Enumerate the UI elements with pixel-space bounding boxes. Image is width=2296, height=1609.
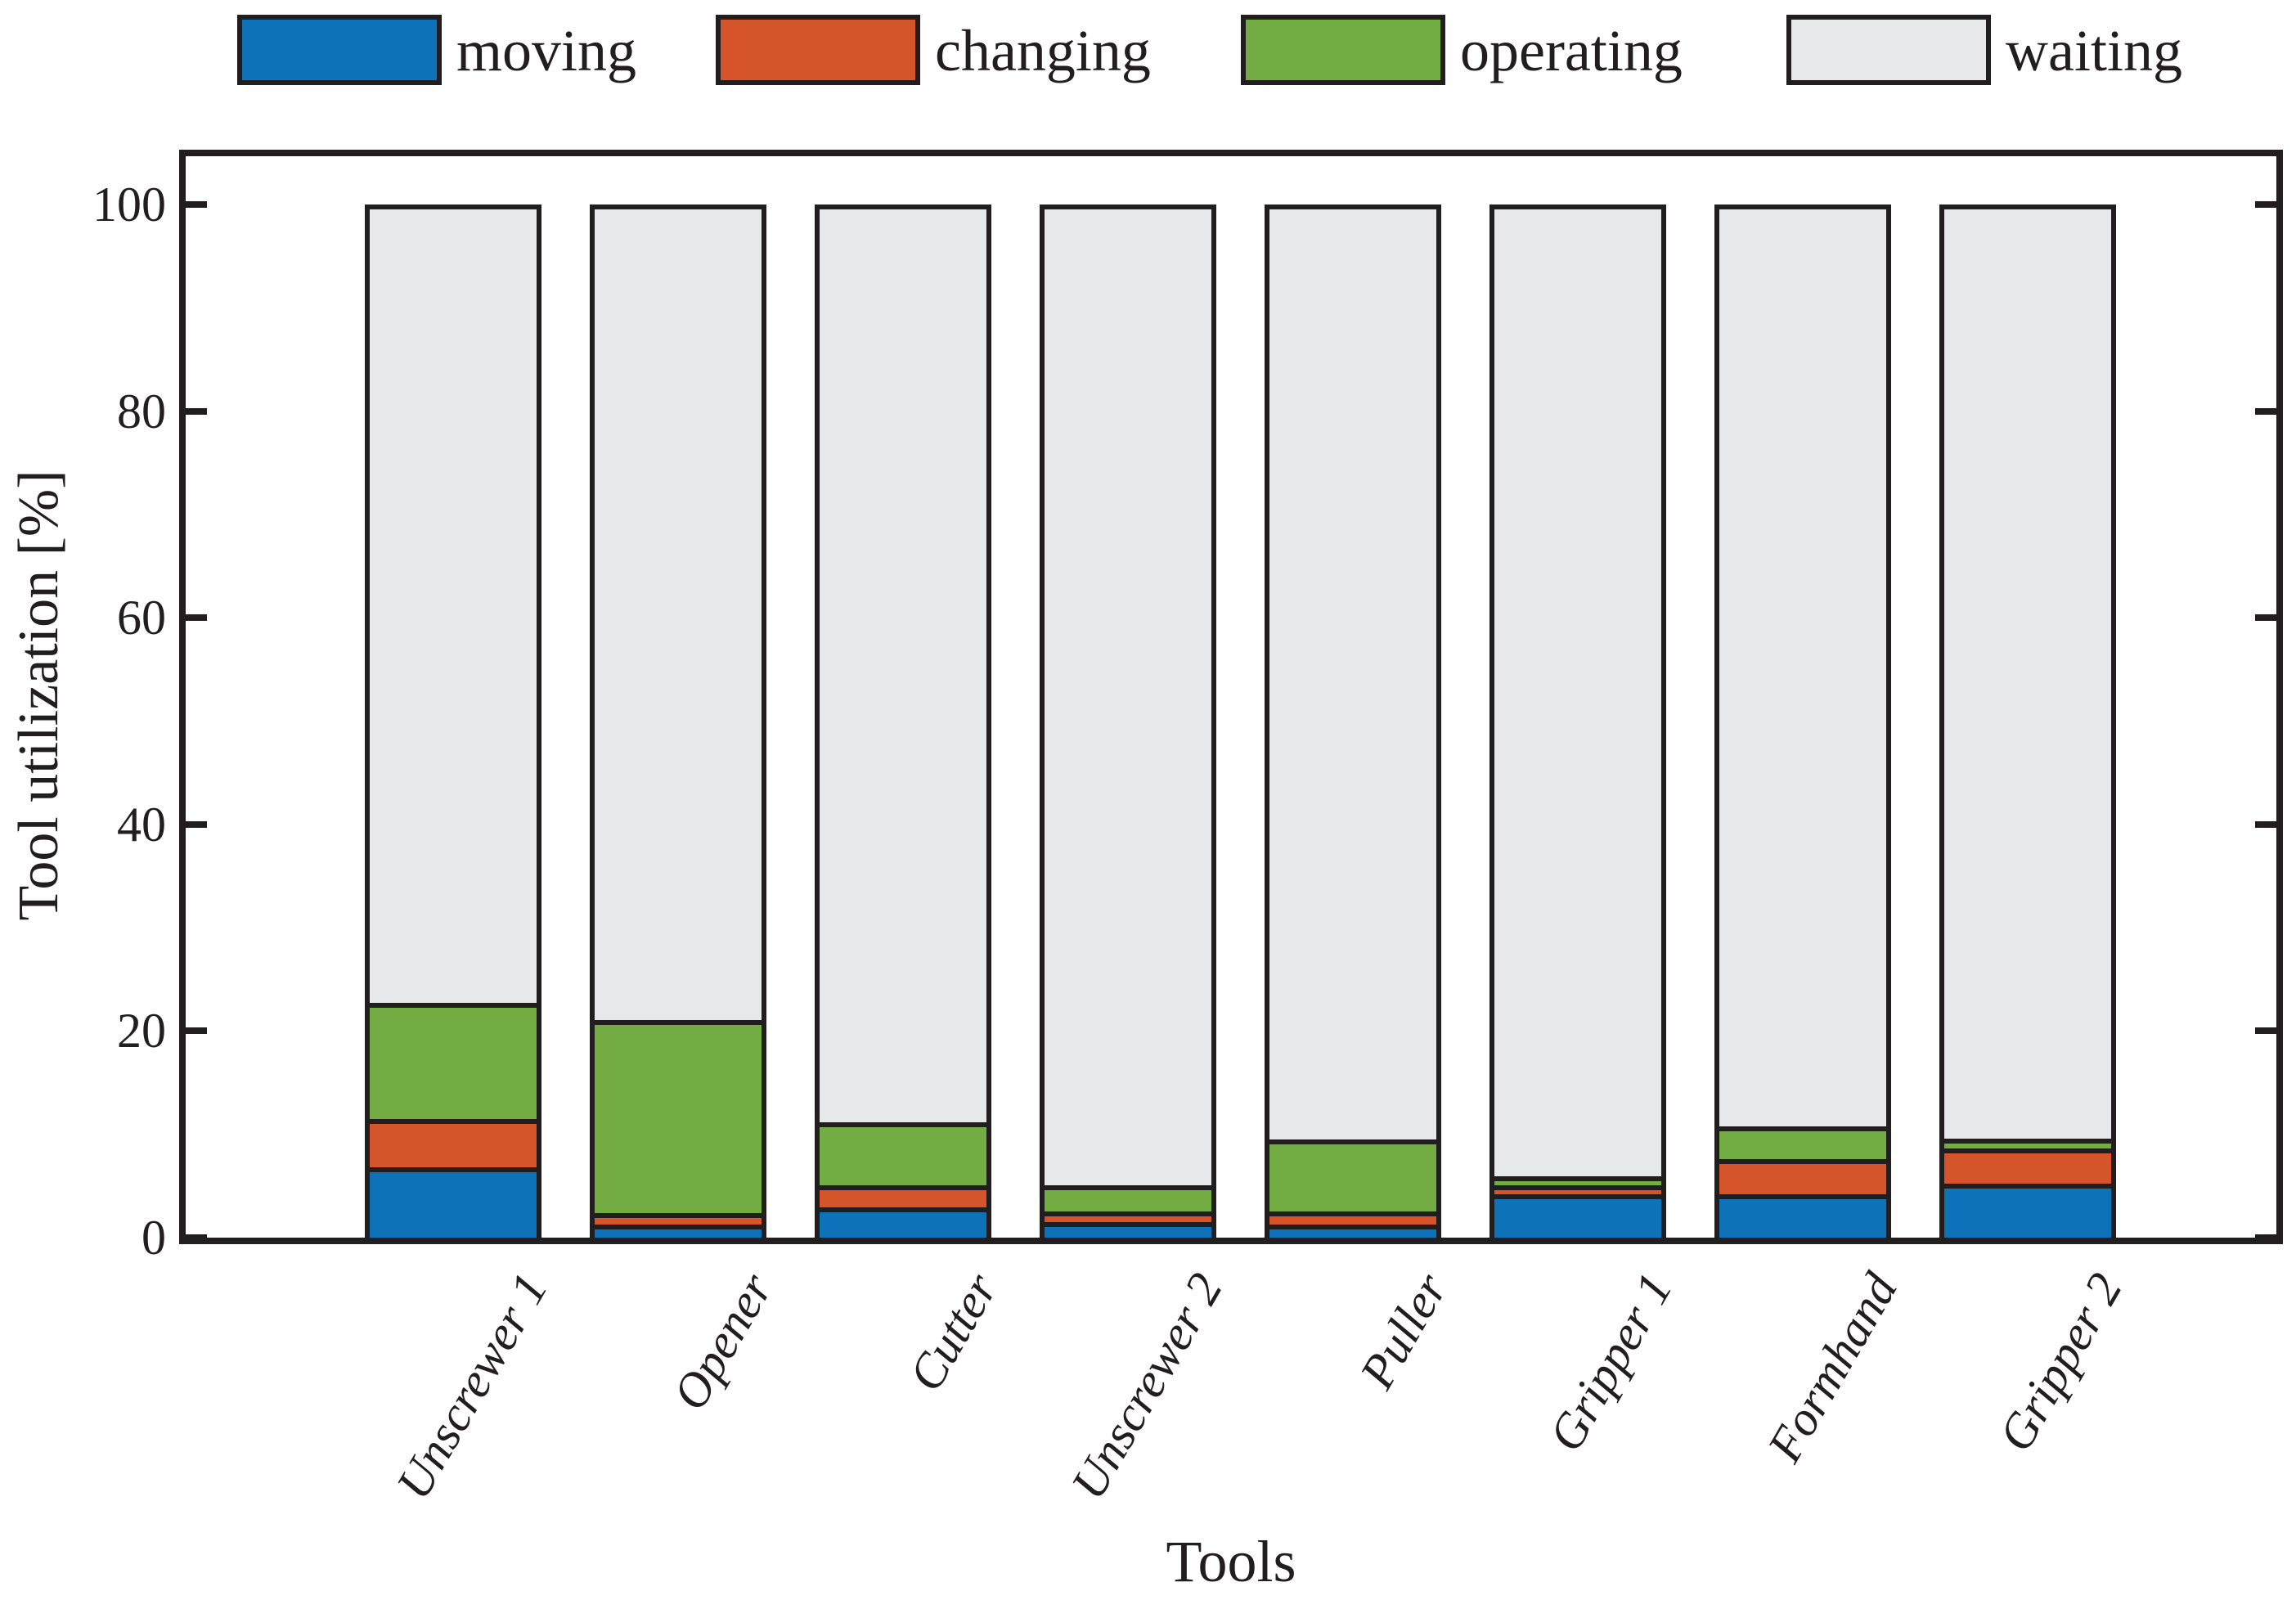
ytick-label-100: 100 [92,178,166,231]
bar-segment-moving-cutter [815,1207,991,1243]
ytick-mark-left-80 [182,407,207,415]
bar-segment-waiting-opener [590,204,766,1025]
bar-segment-operating-puller [1265,1139,1441,1217]
bar-segment-waiting-cutter [815,204,991,1127]
bar-segment-changing-gripper-2 [1939,1148,2116,1189]
bar-segment-moving-unscrewer-1 [365,1167,541,1243]
legend-label-moving: moving [456,18,637,83]
ytick-mark-right-0 [2255,1234,2280,1241]
ytick-mark-left-100 [182,201,207,208]
bar-segment-operating-unscrewer-1 [365,1003,541,1124]
bar-segment-waiting-gripper-2 [1939,204,2116,1144]
ytick-mark-right-20 [2255,1027,2280,1035]
bar-segment-moving-puller [1265,1224,1441,1243]
legend-swatch-moving [237,15,442,85]
ytick-label-60: 60 [117,591,166,645]
ytick-label-0: 0 [142,1211,166,1265]
xtick-label-gripper-2: Gripper 2 [1988,1264,2133,1460]
y-axis-label: Tool utilization [%] [7,470,70,921]
bar-segment-changing-unscrewer-1 [365,1118,541,1173]
legend-swatch-changing [716,15,920,85]
bar-segment-changing-formhand [1714,1159,1891,1199]
legend-swatch-operating [1241,15,1445,85]
legend-label-changing: changing [935,18,1151,83]
legend-swatch-waiting [1786,15,1991,85]
bar-segment-moving-gripper-1 [1489,1193,1666,1243]
legend: moving changing operating waiting [0,0,2296,106]
legend-label-operating: operating [1460,18,1683,83]
bar-segment-waiting-gripper-1 [1489,204,1666,1182]
ytick-mark-left-40 [182,820,207,828]
legend-label-waiting: waiting [2006,18,2182,83]
bar-segment-waiting-formhand [1714,204,1891,1131]
ytick-mark-right-40 [2255,820,2280,828]
ytick-mark-right-60 [2255,614,2280,622]
xtick-label-unscrewer-1: Unscrewer 1 [385,1264,559,1508]
x-axis-label: Tools [1166,1529,1296,1594]
xtick-label-cutter: Cutter [898,1264,1009,1400]
xtick-label-formhand: Formhand [1757,1264,1908,1471]
bar-segment-moving-gripper-2 [1939,1184,2116,1243]
bar-segment-moving-opener [590,1224,766,1243]
bar-segment-moving-formhand [1714,1193,1891,1243]
ytick-mark-left-0 [182,1234,207,1241]
ytick-mark-left-20 [182,1027,207,1035]
bar-segment-operating-opener [590,1019,766,1218]
bar-segment-waiting-unscrewer-2 [1040,204,1216,1190]
ytick-label-80: 80 [117,384,166,438]
bar-segment-moving-unscrewer-2 [1040,1222,1216,1243]
ytick-mark-right-100 [2255,201,2280,208]
bar-segment-operating-cutter [815,1121,991,1190]
ytick-label-40: 40 [117,797,166,852]
ytick-label-20: 20 [117,1004,166,1058]
bar-segment-waiting-puller [1265,204,1441,1144]
xtick-label-opener: Opener [662,1264,784,1419]
ytick-mark-left-60 [182,614,207,622]
bar-segment-waiting-unscrewer-1 [365,204,541,1009]
ytick-mark-right-80 [2255,407,2280,415]
